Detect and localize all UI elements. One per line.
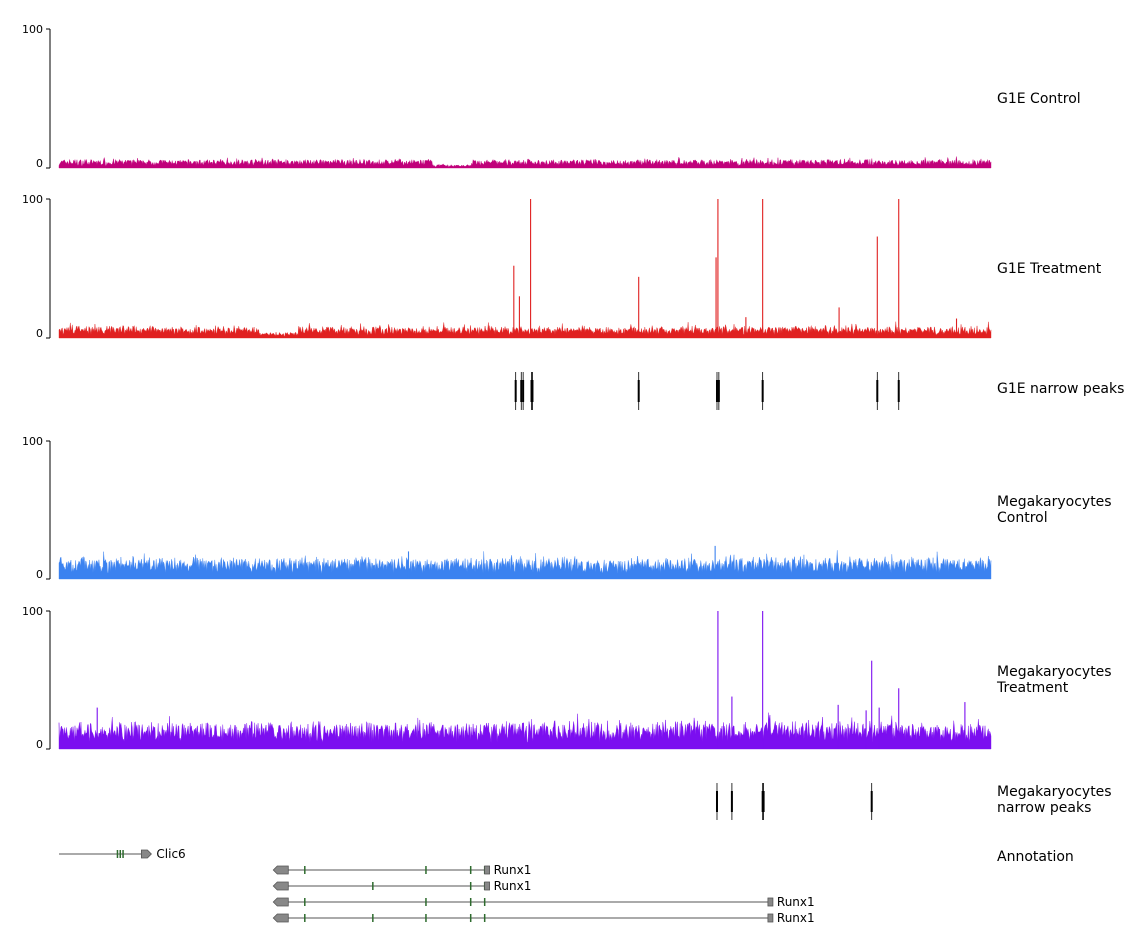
y-tick-label: 100: [22, 605, 43, 618]
signal-area: [58, 712, 992, 750]
signal-area: [58, 550, 992, 580]
y-tick-label: 100: [22, 23, 43, 36]
signal-area: [58, 156, 992, 169]
track-4: 100 0: [22, 605, 992, 751]
y-tick-label: 0: [36, 738, 43, 751]
exon: [116, 850, 119, 858]
track-label: Annotation: [997, 849, 1074, 865]
y-tick-label: 100: [22, 435, 43, 448]
track-3: 100 0: [22, 435, 992, 581]
y-tick-label: 100: [22, 193, 43, 206]
exon: [469, 866, 472, 874]
exon: [425, 866, 427, 874]
gene-start-block: [767, 897, 774, 907]
signal-area: [58, 321, 992, 339]
gene-start-block: [767, 913, 774, 923]
exon: [304, 866, 306, 874]
gene-model: Runx1: [272, 879, 532, 893]
exon: [483, 898, 486, 906]
gene-model: Runx1: [272, 911, 815, 925]
gene-label: Runx1: [777, 895, 815, 909]
gene-label: Runx1: [494, 879, 532, 893]
y-tick-label: 0: [36, 157, 43, 170]
gene-end-arrow: [272, 913, 289, 923]
gene-label: Runx1: [494, 863, 532, 877]
exon: [372, 882, 374, 890]
gene-model: Clic6: [59, 847, 186, 861]
exon: [469, 898, 472, 906]
gene-model: Runx1: [272, 895, 815, 909]
track-label: G1E Treatment: [997, 261, 1102, 277]
exon: [425, 898, 427, 906]
track-0: 100 0: [22, 23, 992, 170]
track-2: [514, 372, 900, 410]
exon: [469, 882, 472, 890]
gene-end-arrow: [141, 849, 152, 859]
y-axis: 100 0: [22, 605, 51, 751]
track-5: [715, 783, 873, 820]
track-1: 100 0: [22, 193, 992, 340]
gene-label: Clic6: [156, 847, 185, 861]
track-label: G1E narrow peaks: [997, 381, 1125, 397]
gene-end-arrow: [272, 881, 289, 891]
gene-end-arrow: [272, 865, 289, 875]
exon: [122, 850, 124, 858]
exon: [469, 914, 472, 922]
exon: [372, 914, 374, 922]
track-label: G1E Control: [997, 91, 1081, 107]
y-tick-label: 0: [36, 327, 43, 340]
exon: [304, 914, 306, 922]
y-tick-label: 0: [36, 568, 43, 581]
track-label: Megakaryocytes Treatment: [997, 664, 1112, 696]
y-axis: 100 0: [22, 435, 51, 581]
exon: [483, 914, 486, 922]
track-label: Megakaryocytes narrow peaks: [997, 784, 1112, 816]
gene-start-block: [484, 865, 490, 875]
y-axis: 100 0: [22, 23, 51, 170]
y-axis: 100 0: [22, 193, 51, 340]
gene-end-arrow: [272, 897, 289, 907]
exon: [119, 850, 122, 858]
gene-label: Runx1: [777, 911, 815, 925]
track-label: Megakaryocytes Control: [997, 494, 1112, 526]
exon: [304, 898, 306, 906]
gene-model: Runx1: [272, 863, 532, 877]
exon: [425, 914, 427, 922]
track-6: Clic6 Runx1 Runx1 Runx1 Runx1: [59, 847, 815, 925]
gene-start-block: [484, 881, 490, 891]
